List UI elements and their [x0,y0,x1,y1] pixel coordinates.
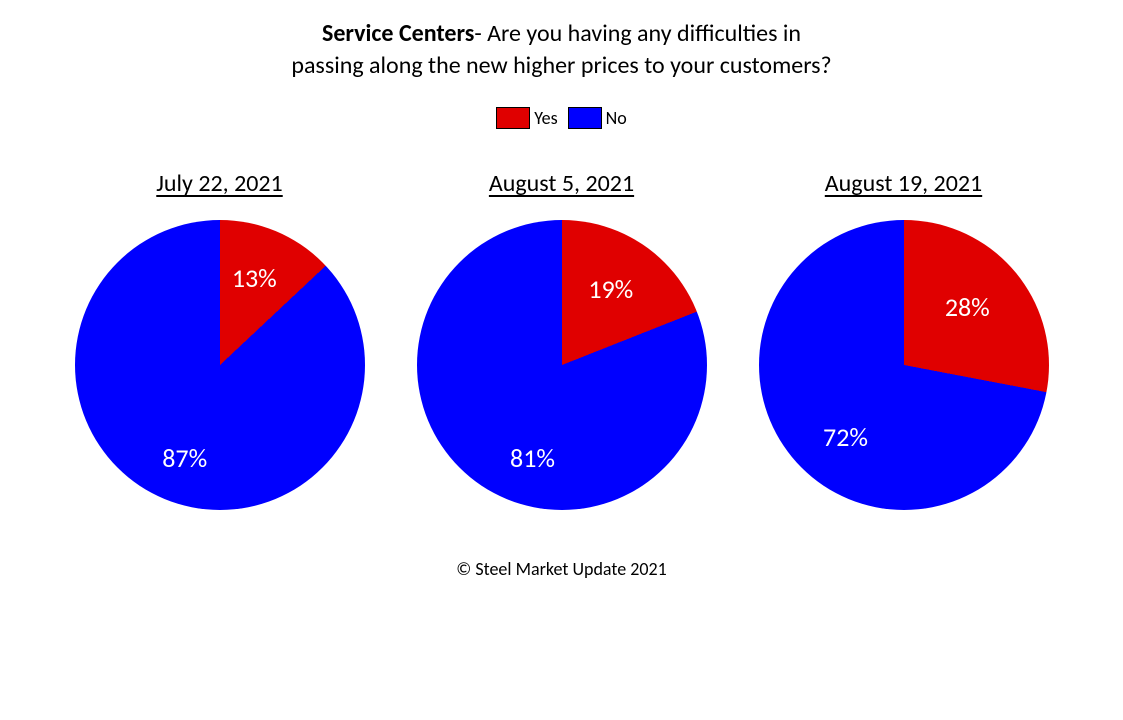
chart-col-0: July 22, 2021 13% 87% [75,169,365,510]
footer-text: © Steel Market Update 2021 [456,558,666,580]
pie-2-label-yes: 28% [945,291,990,323]
charts-row: July 22, 2021 13% 87% August 5, 2021 19%… [75,169,1049,510]
legend-item-no: No [568,107,627,129]
chart-title: Service Centers- Are you having any diff… [291,18,831,83]
legend-label-no: No [606,107,627,129]
title-line2: passing along the new higher prices to y… [291,51,831,80]
legend: Yes No [496,107,627,129]
chart-date-2: August 19, 2021 [825,169,982,198]
title-rest-line1: - Are you having any difficulties in [474,19,801,48]
legend-swatch-no [568,107,602,129]
pie-wrap-0: 13% 87% [75,220,365,510]
chart-date-1: August 5, 2021 [489,169,634,198]
title-bold: Service Centers [322,19,474,48]
pie-0-label-yes: 13% [232,262,277,294]
pie-0 [75,220,365,510]
pie-1 [417,220,707,510]
chart-container: Service Centers- Are you having any diff… [0,0,1123,720]
pie-2-label-no: 72% [823,421,868,453]
chart-date-0: July 22, 2021 [156,169,282,198]
chart-col-2: August 19, 2021 28% 72% [759,169,1049,510]
pie-2 [759,220,1049,510]
pie-wrap-1: 19% 81% [417,220,707,510]
pie-0-label-no: 87% [162,442,207,474]
pie-1-label-no: 81% [510,442,555,474]
legend-item-yes: Yes [496,107,557,129]
pie-1-label-yes: 19% [588,273,633,305]
legend-swatch-yes [496,107,530,129]
legend-label-yes: Yes [534,107,557,129]
chart-col-1: August 5, 2021 19% 81% [417,169,707,510]
pie-wrap-2: 28% 72% [759,220,1049,510]
